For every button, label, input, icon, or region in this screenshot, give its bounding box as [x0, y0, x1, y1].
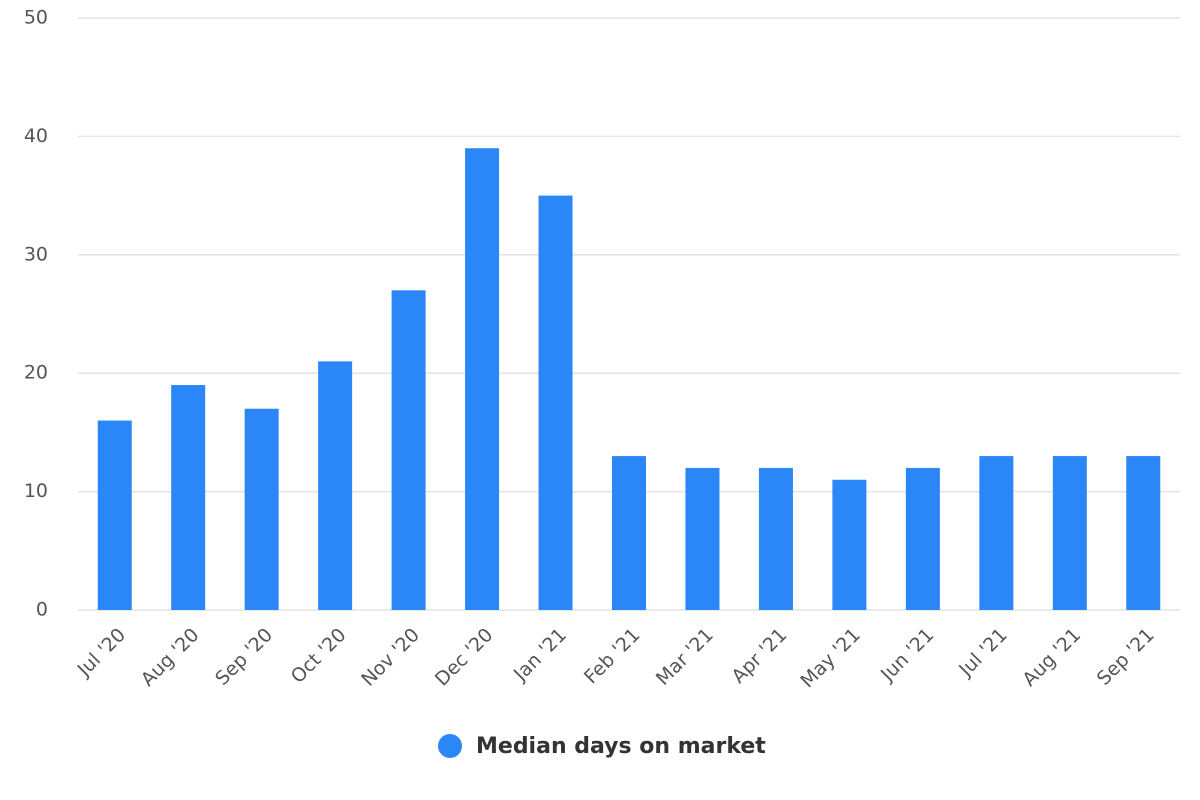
- bar: [538, 195, 573, 610]
- y-tick-label: 20: [24, 362, 48, 384]
- x-tick-label: Sep '20: [211, 624, 277, 690]
- x-tick-label: Jul '21: [954, 624, 1012, 682]
- bar: [832, 479, 867, 610]
- x-tick-label: Aug '20: [137, 624, 204, 691]
- x-tick-label: Jun '21: [876, 624, 938, 686]
- x-tick-label: May '21: [796, 624, 864, 692]
- bar: [244, 408, 279, 610]
- x-tick-label: Apr '21: [727, 624, 791, 688]
- y-tick-label: 10: [24, 480, 48, 502]
- x-tick-label: Nov '20: [357, 624, 424, 691]
- bar: [1126, 456, 1161, 610]
- bar: [758, 467, 793, 610]
- x-tick-label: Oct '20: [287, 624, 351, 688]
- bar: [905, 467, 940, 610]
- y-tick-label: 0: [36, 599, 48, 621]
- bar: [685, 467, 720, 610]
- x-tick-label: Dec '20: [431, 624, 498, 691]
- x-tick-label: Sep '21: [1093, 624, 1159, 690]
- y-tick-label: 30: [24, 243, 48, 265]
- bar: [318, 361, 353, 610]
- bar: [1052, 456, 1087, 610]
- x-tick-label: Jul '20: [73, 624, 131, 682]
- legend-label: Median days on market: [476, 734, 766, 759]
- x-tick-label: Mar '21: [652, 624, 718, 690]
- x-tick-label: Feb '21: [580, 624, 644, 688]
- bar: [465, 148, 500, 611]
- legend-swatch: [438, 734, 462, 758]
- bar: [171, 385, 206, 610]
- bar: [612, 456, 646, 610]
- y-tick-label: 40: [24, 125, 48, 147]
- y-tick-label: 50: [24, 7, 48, 29]
- x-tick-label: Aug '21: [1018, 624, 1085, 691]
- bar: [97, 420, 132, 610]
- x-tick-label: Jan '21: [509, 624, 571, 686]
- bar: [391, 290, 426, 610]
- bar: [979, 456, 1014, 610]
